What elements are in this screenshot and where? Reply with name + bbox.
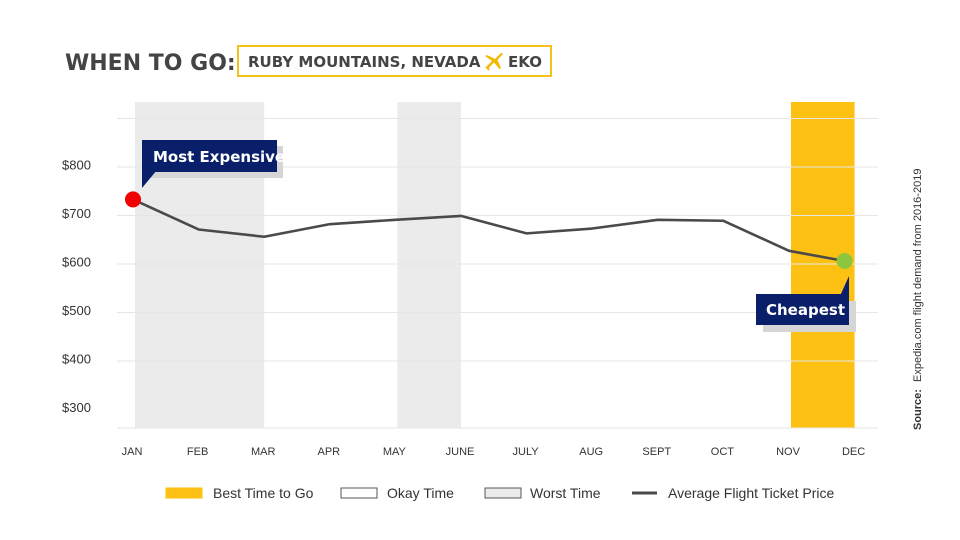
x-tick-label: APR (317, 446, 340, 458)
legend-label-line: Average Flight Ticket Price (668, 485, 834, 501)
callout-most-expensive-label: Most Expensive (153, 148, 285, 166)
y-tick-label: $700 (62, 206, 91, 221)
source-note: Source: Expedia.com flight demand from 2… (912, 169, 924, 430)
callout-most-expensive-box (142, 140, 277, 172)
subtitle-destination-code: EKO (508, 53, 542, 71)
y-tick-label: $300 (62, 400, 91, 415)
x-tick-label: AUG (579, 446, 603, 458)
cheapest-marker (836, 253, 853, 270)
most-expensive-marker (125, 191, 141, 208)
legend-label-okay: Okay Time (387, 485, 454, 501)
source-text: Expedia.com flight demand from 2016-2019 (912, 169, 924, 382)
y-tick-label: $400 (62, 352, 91, 367)
legend-swatch-okay (340, 487, 378, 499)
legend: Best Time to Go Okay Time Worst Time Averag… (165, 485, 834, 501)
x-tick-label: FEB (187, 446, 208, 458)
airplane-icon (484, 53, 503, 71)
y-axis: $300 $400 $500 $600 $700 $800 (62, 158, 91, 416)
x-tick-label: NOV (776, 446, 801, 458)
grid-lines (117, 118, 878, 429)
source-label: Source: (912, 389, 924, 430)
legend-swatch-worst (484, 487, 522, 499)
x-tick-label: OCT (711, 446, 735, 458)
subtitle-location: RUBY MOUNTAINS, NEVADA (248, 53, 481, 71)
x-tick-label: MAR (251, 446, 276, 458)
x-axis: JAN FEB MAR APR MAY JUNE JULY AUG SEPT OCT NOV DEC (122, 446, 866, 458)
annotations: Most Expensive Cheapest (125, 140, 856, 332)
chart-title: WHEN TO GO: (65, 51, 236, 76)
y-tick-label: $600 (62, 255, 91, 270)
x-tick-label: JULY (513, 446, 540, 458)
x-tick-label: SEPT (642, 446, 671, 458)
price-line (132, 198, 845, 263)
y-tick-label: $800 (62, 158, 91, 173)
callout-cheapest-label: Cheapest (766, 301, 845, 319)
legend-label-worst: Worst Time (530, 485, 601, 501)
x-tick-label: JUNE (446, 446, 475, 458)
callout-cheapest-box (756, 294, 849, 325)
x-tick-label: DEC (842, 446, 865, 458)
legend-swatch-best (165, 487, 203, 499)
callout-pointer (142, 170, 157, 188)
y-tick-label: $500 (62, 303, 91, 318)
worst-time-band (397, 102, 461, 428)
x-tick-label: MAY (383, 446, 407, 458)
x-tick-label: JAN (122, 446, 143, 458)
legend-label-best: Best Time to Go (213, 485, 314, 501)
callout-pointer (840, 276, 849, 296)
subtitle-border (237, 45, 552, 77)
subtitle-box: RUBY MOUNTAINS, NEVADA EKO (237, 45, 552, 77)
